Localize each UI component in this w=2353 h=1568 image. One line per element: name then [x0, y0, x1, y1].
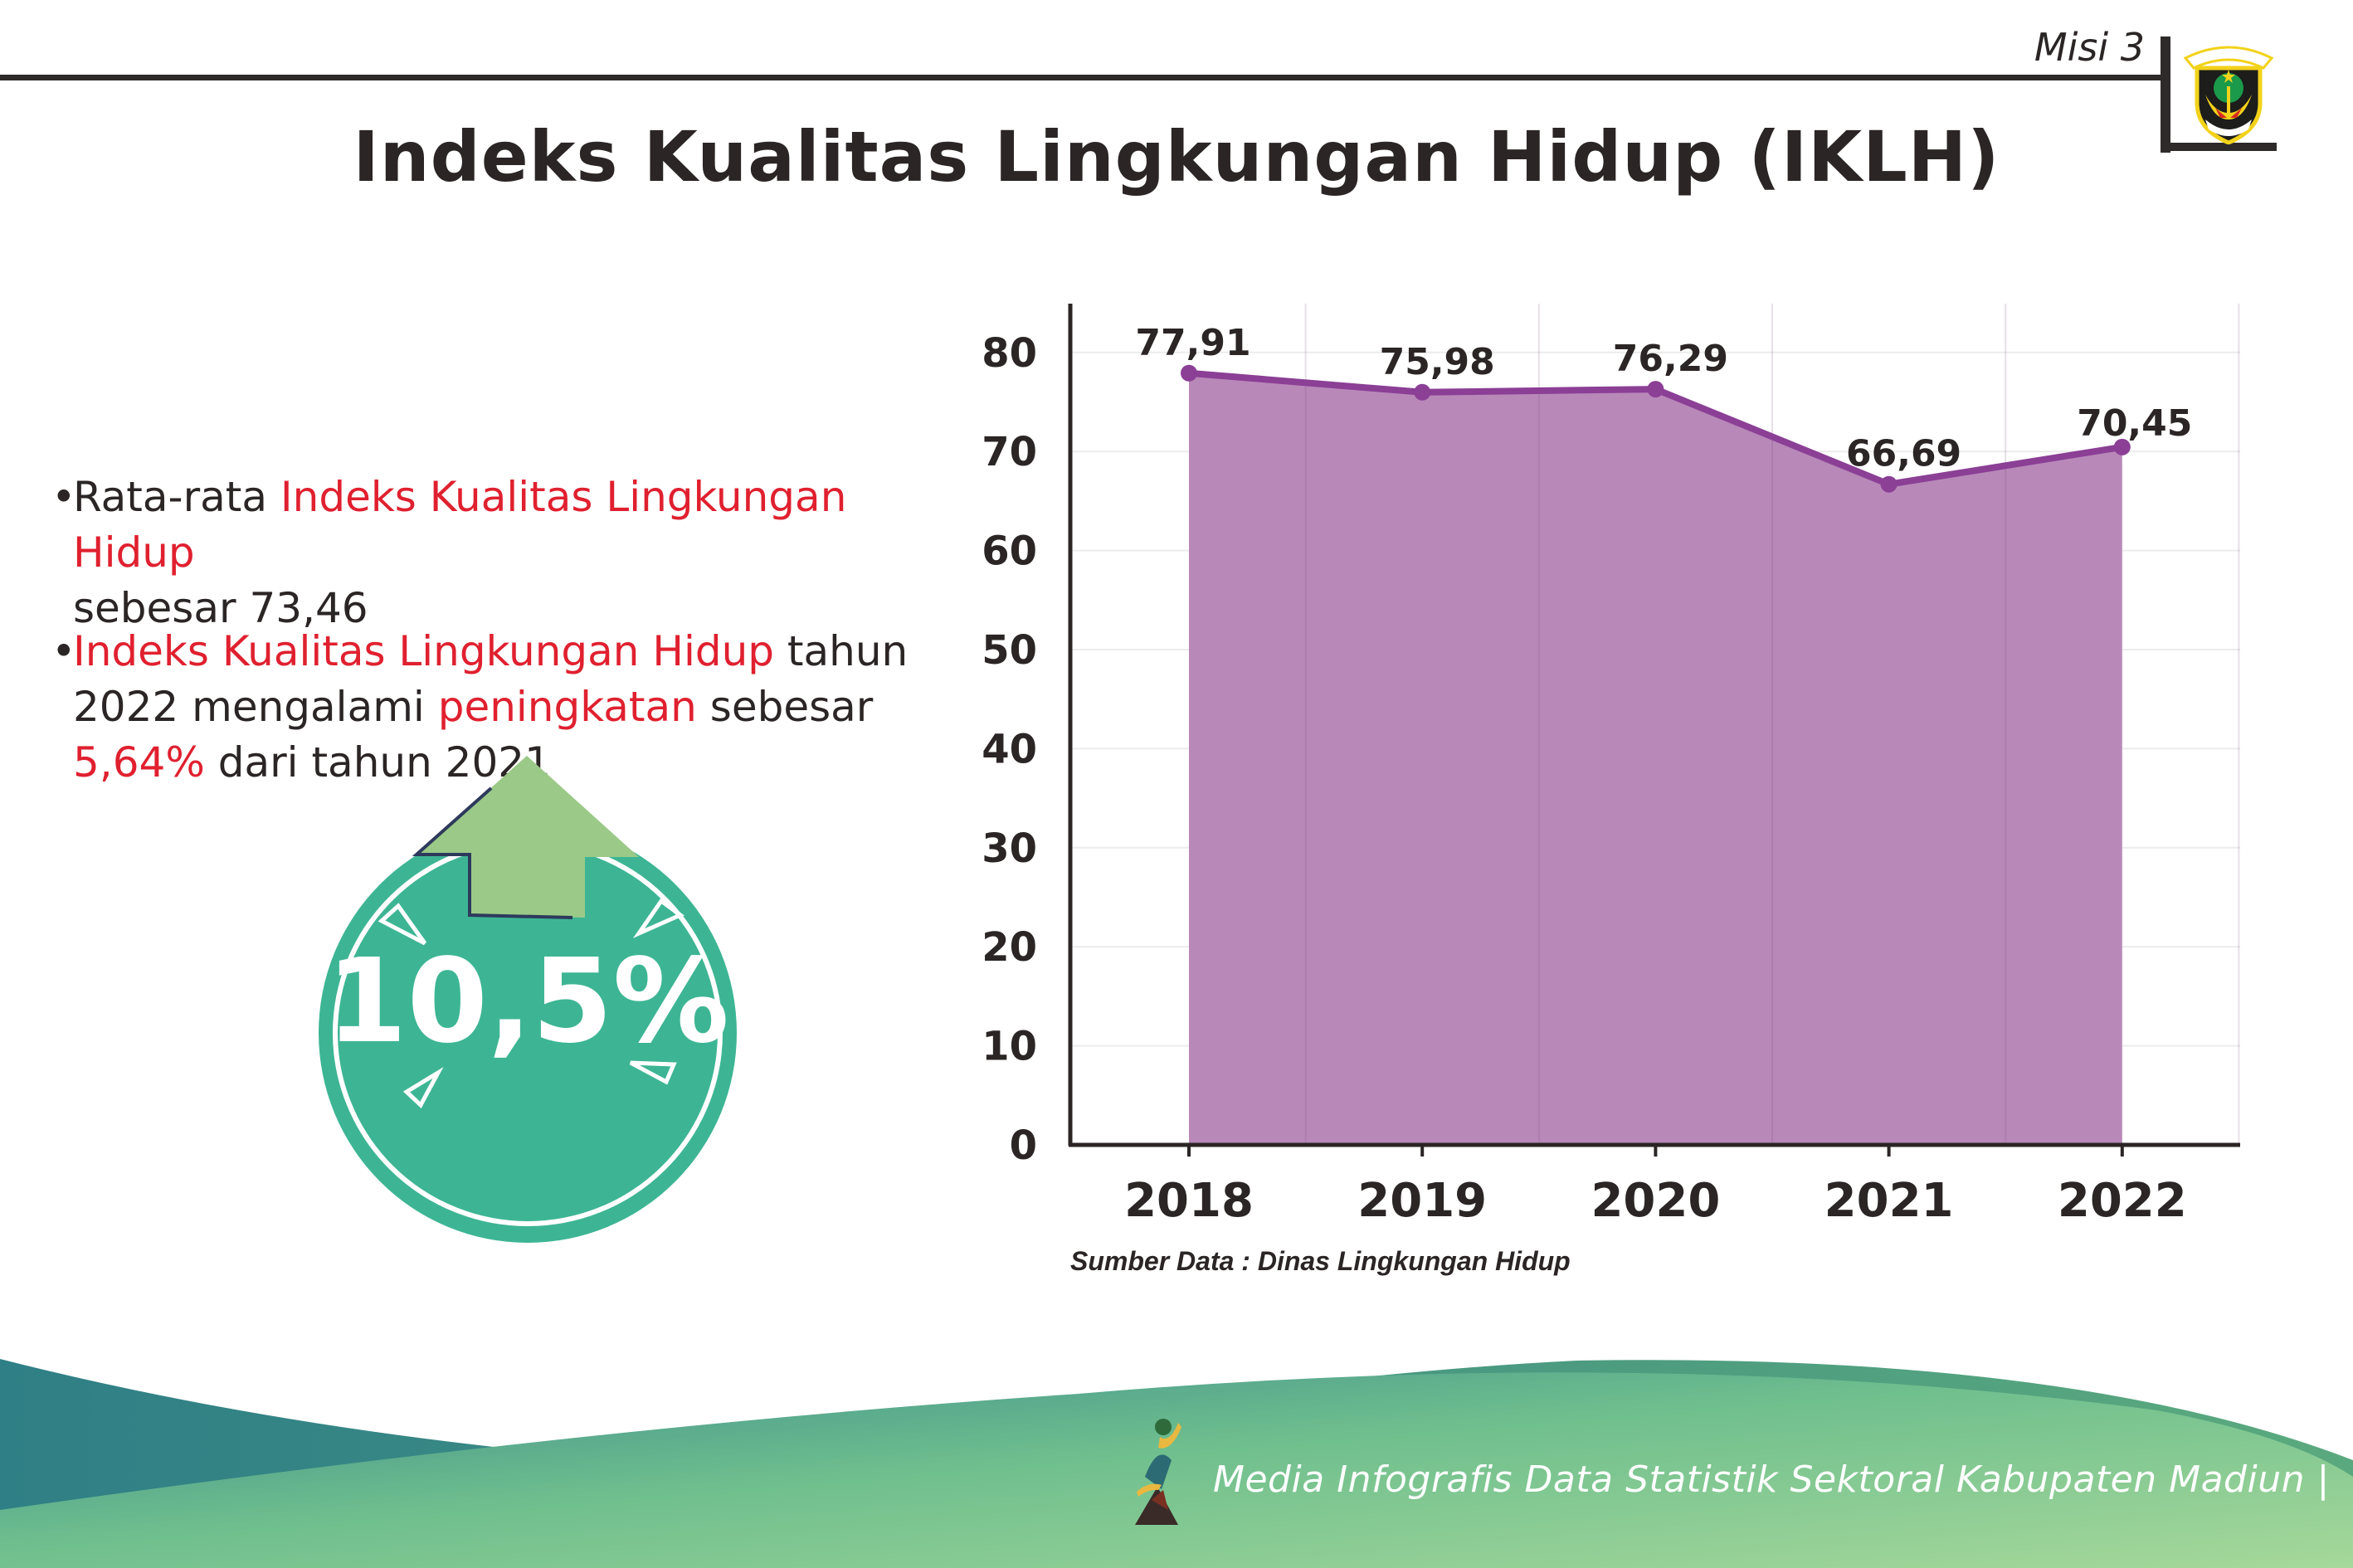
bullet-average: • Rata-rata Indeks Kualitas Lingkungan H…: [51, 470, 952, 636]
y-tick-label: 0: [1010, 1122, 1037, 1169]
x-tick-label: 2020: [1591, 1174, 1720, 1228]
y-tick-label: 40: [982, 726, 1037, 772]
data-source: Sumber Data : Dinas Lingkungan Hidup: [1070, 1246, 1571, 1276]
data-point: [1880, 475, 1898, 493]
bullet-increase: • Indeks Kualitas Lingkungan Hidup tahun…: [51, 624, 952, 791]
area-fill: [1189, 373, 2122, 1145]
page-title: Indeks Kualitas Lingkungan Hidup (IKLH): [353, 116, 2000, 197]
y-tick-label: 60: [982, 528, 1037, 575]
kabupaten-madiun-logo: [2183, 46, 2274, 144]
up-arrow-icon: [412, 756, 639, 919]
y-tick-label: 20: [982, 924, 1037, 971]
badge-value: 10,5%: [326, 934, 729, 1069]
data-point: [1414, 383, 1431, 401]
data-label: 77,91: [1135, 322, 1250, 364]
data-label: 70,45: [2077, 402, 2192, 445]
data-point: [2113, 438, 2131, 455]
header-divider: [0, 75, 2165, 80]
y-tick-label: 50: [982, 627, 1037, 674]
y-tick-label: 30: [982, 825, 1037, 872]
bullet-dot: •: [51, 627, 76, 675]
bullet-dot: •: [51, 473, 76, 521]
footer-text: Media Infografis Data Statistik Sektoral…: [1213, 1458, 2330, 1501]
growth-badge: 10,5%: [319, 756, 737, 1243]
bullet-text-1: Rata-rata: [73, 473, 280, 521]
x-tick-label: 2021: [1824, 1174, 1954, 1228]
y-tick-label: 10: [982, 1024, 1037, 1070]
bullet-highlight: Indeks Kualitas Lingkungan Hidup: [73, 627, 775, 675]
x-tick-label: 2018: [1124, 1174, 1254, 1228]
iklh-area-chart: 0 10 20 30 40 50 60 70 80 2018 2019 2020 2021 2022 7…: [982, 304, 2240, 1228]
data-point: [1181, 364, 1197, 382]
mission-label: Misi 3: [2034, 25, 2145, 70]
data-label: 76,29: [1613, 338, 1728, 380]
bullet-highlight: Indeks Kualitas Lingkungan Hidup: [73, 473, 847, 577]
y-tick-label: 80: [982, 330, 1037, 377]
y-tick-label: 70: [982, 429, 1037, 475]
bullet-highlight: 5,64%: [73, 738, 205, 786]
footer-logo-icon: [1135, 1419, 1181, 1525]
bullet-text: tahun 2022 mengalami: [73, 627, 909, 731]
sparkle-triangles-icon: [378, 898, 684, 1109]
badge-circle: [319, 823, 737, 1243]
bullet-text: dari tahun 2021: [204, 738, 551, 786]
data-label: 66,69: [1846, 433, 1961, 475]
data-label: 75,98: [1380, 341, 1495, 383]
footer-wave: [0, 1359, 2353, 1568]
header-bracket: [2161, 37, 2170, 153]
bullet-text-2: sebesar 73,46: [73, 584, 368, 632]
bullet-text: sebesar: [696, 683, 874, 731]
bullet-highlight: peningkatan: [437, 683, 697, 731]
data-point: [1647, 381, 1664, 398]
header-bracket-bottom: [2161, 143, 2277, 151]
x-tick-label: 2022: [2058, 1174, 2187, 1228]
x-tick-label: 2019: [1357, 1174, 1487, 1228]
